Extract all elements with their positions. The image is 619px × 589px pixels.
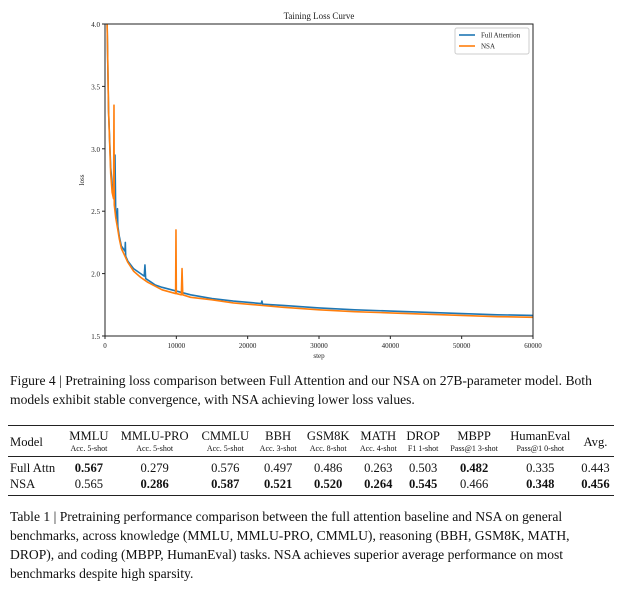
x-tick-label: 30000 [310, 342, 328, 350]
benchmark-name: MATH [360, 429, 397, 443]
benchmark-metric: Acc. 5-shot [136, 444, 174, 453]
benchmark-name: MBPP [457, 429, 491, 443]
benchmark-table: Model MMLU Acc. 5-shot MMLU-PRO Acc. 5-shot C… [8, 425, 614, 496]
header-benchmark: HumanEval Pass@1 0-shot [504, 426, 577, 457]
header-benchmark: MMLU Acc. 5-shot [64, 426, 113, 457]
benchmark-metric: Pass@1 0-shot [516, 444, 565, 453]
score-cell: 0.263 [364, 461, 393, 475]
y-tick-label: 1.5 [91, 333, 100, 341]
score-cell: 0.348 [526, 477, 555, 491]
benchmark-name: DROP [406, 429, 440, 443]
score-cell: 0.587 [211, 477, 240, 491]
y-tick-label: 3.5 [91, 83, 100, 91]
header-benchmark: MMLU-PRO Acc. 5-shot [114, 426, 196, 457]
benchmark-name: MMLU-PRO [120, 429, 189, 443]
score-cell: 0.335 [526, 461, 555, 475]
benchmark-name: MMLU [69, 429, 109, 443]
table-caption: Table 1 | Pretraining performance compar… [10, 509, 570, 581]
training-loss-chart: Taining Loss Curve 0 10000 20000 30000 40000 5… [78, 11, 542, 360]
score-cell: 0.286 [140, 477, 169, 491]
score-cell: 0.466 [459, 477, 489, 491]
y-tick-label: 4.0 [91, 21, 100, 29]
benchmark-name: HumanEval [510, 429, 571, 443]
score-cell: 0.545 [408, 477, 438, 491]
x-tick-label: 40000 [382, 342, 400, 350]
score-cell: 0.521 [263, 477, 293, 491]
y-tick-label: 2.5 [91, 208, 100, 216]
score-cell: 0.443 [581, 461, 610, 475]
x-tick-label: 0 [103, 342, 107, 350]
benchmark-name: GSM8K [306, 429, 350, 443]
score-cell: 0.264 [364, 477, 393, 491]
benchmark-name: CMMLU [201, 429, 250, 443]
table-row: NSA 0.565 0.286 0.587 0.521 0.520 0.264 0.545 0.… [8, 476, 614, 496]
header-benchmark: GSM8K Acc. 8-shot [302, 426, 355, 457]
score-cell: 0.576 [211, 461, 240, 475]
table-row: Full Attn 0.567 0.279 0.576 0.497 0.486 0.263 0… [8, 457, 614, 477]
y-tick-label: 3.0 [91, 146, 100, 154]
benchmark-metric: Acc. 3-shot [259, 444, 297, 453]
y-axis-label: loss [78, 174, 86, 185]
score-cell: 0.520 [314, 477, 343, 491]
x-tick-label: 50000 [453, 342, 471, 350]
table-header-row: Model MMLU Acc. 5-shot MMLU-PRO Acc. 5-shot C… [8, 426, 614, 457]
x-tick-label: 10000 [168, 342, 186, 350]
legend-label: NSA [481, 43, 495, 51]
header-benchmark: MBPP Pass@1 3-shot [445, 426, 504, 457]
benchmark-metric: Acc. 5-shot [206, 444, 244, 453]
figure-caption: Figure 4 | Pretraining loss comparison b… [10, 373, 592, 407]
header-benchmark: CMMLU Acc. 5-shot [196, 426, 255, 457]
score-cell: 0.279 [140, 461, 169, 475]
score-cell: 0.503 [408, 461, 438, 475]
x-axis-label: step [313, 352, 325, 360]
header-model: Model [10, 434, 43, 449]
y-tick-label: 2.0 [91, 271, 100, 279]
benchmark-metric: Acc. 4-shot [359, 444, 397, 453]
score-cell: 0.497 [263, 461, 293, 475]
x-tick-label: 60000 [524, 342, 542, 350]
score-cell: 0.482 [459, 461, 489, 475]
legend-label: Full Attention [481, 32, 521, 40]
benchmark-metric: F1 1-shot [407, 444, 439, 453]
series-line-nsa [106, 23, 534, 319]
x-tick-label: 20000 [239, 342, 257, 350]
model-name: NSA [10, 477, 36, 491]
chart-title: Taining Loss Curve [284, 11, 355, 21]
header-benchmark: BBH Acc. 3-shot [255, 426, 302, 457]
benchmark-name: BBH [265, 429, 292, 443]
benchmark-metric: Acc. 8-shot [309, 444, 347, 453]
score-cell: 0.456 [581, 477, 610, 491]
score-cell: 0.486 [314, 461, 343, 475]
model-name: Full Attn [10, 461, 56, 475]
header-avg: Avg. [583, 434, 608, 449]
series-line-full-attention [106, 23, 534, 317]
benchmark-metric: Acc. 5-shot [70, 444, 108, 453]
header-benchmark: DROP F1 1-shot [402, 426, 445, 457]
benchmark-metric: Pass@1 3-shot [450, 444, 498, 453]
score-cell: 0.565 [74, 477, 104, 491]
score-cell: 0.567 [74, 461, 104, 475]
header-benchmark: MATH Acc. 4-shot [355, 426, 402, 457]
